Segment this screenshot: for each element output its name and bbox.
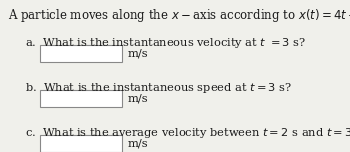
Text: A particle moves along the $x-$axis according to $x(t) = 4t - 7t^2$ m.: A particle moves along the $x-$axis acco… <box>8 7 350 26</box>
FancyBboxPatch shape <box>40 135 122 152</box>
Text: b.  What is the instantaneous speed at $t = 3$ s?: b. What is the instantaneous speed at $t… <box>25 81 292 95</box>
Text: m/s: m/s <box>128 49 148 59</box>
FancyBboxPatch shape <box>40 45 122 62</box>
Text: m/s: m/s <box>128 138 148 148</box>
Text: c.  What is the average velocity between $t = 2$ s and $t = 3$ s?: c. What is the average velocity between … <box>25 126 350 140</box>
Text: m/s: m/s <box>128 93 148 103</box>
Text: a.  What is the instantaneous velocity at $t\ =3$ s?: a. What is the instantaneous velocity at… <box>25 36 306 50</box>
FancyBboxPatch shape <box>40 90 122 107</box>
